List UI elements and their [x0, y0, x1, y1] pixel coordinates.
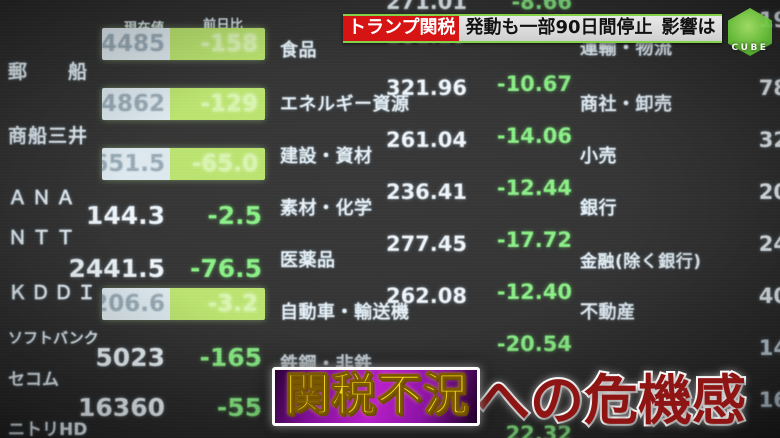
caption-boxed-text: 関税不況	[284, 368, 470, 421]
sector-change: -20.54	[496, 332, 572, 356]
caption-trailing-text: への危機感	[474, 369, 748, 432]
sector-price: 321.96	[385, 76, 467, 100]
stock-price: 2651.5	[102, 151, 165, 177]
sector-price: 236.41	[385, 180, 467, 204]
stock-change: -129	[200, 91, 258, 117]
sector-price: 262.08	[385, 284, 467, 308]
stock-change: -158	[200, 31, 258, 57]
stock-price: 5023	[95, 343, 165, 372]
stock-price: 206.6	[102, 291, 165, 317]
cube-logo-label: CUBE	[731, 43, 769, 53]
stock-list-column: 現在値 前日比 郵 船 4485 -158 商船三井 4862 -129 ＡＮＡ	[0, 0, 272, 438]
news-banner: トランプ関税 発動も一部90日間停止 影響は	[343, 14, 722, 43]
cube-logo: CUBE	[722, 8, 778, 60]
table-row: 郵 船 4485 -158	[0, 24, 272, 86]
banner-tag-label: トランプ関税	[343, 16, 460, 41]
stock-name: 商船三井	[8, 125, 89, 147]
sector-price: 32	[758, 128, 780, 152]
sector-change: -14.06	[496, 124, 572, 148]
stock-price: 4485	[102, 31, 165, 57]
sector-price: 14	[758, 336, 780, 360]
sector-price: 20	[758, 180, 780, 204]
highlight-bar: 206.6 -3.2	[102, 288, 265, 320]
highlight-bar: 4862 -129	[102, 88, 265, 120]
sector-price: 24	[758, 232, 780, 256]
sector-price: 261.04	[385, 128, 467, 152]
highlight-bar: 2651.5 -65.0	[102, 148, 265, 180]
stock-price: 144.3	[85, 201, 165, 230]
stock-change: -165	[199, 343, 262, 372]
stock-change: -65.0	[191, 151, 258, 177]
sector-change: -12.44	[496, 176, 572, 200]
lower-third-caption: 関税不況 への危機感	[272, 367, 748, 432]
caption-highlight-box: 関税不況	[272, 367, 481, 426]
sector-price: 277.45	[385, 232, 467, 256]
stock-change: -55	[216, 393, 262, 422]
table-row: ニトリHD 16360 -55	[0, 382, 272, 438]
stock-price: 16360	[78, 393, 165, 422]
sector-price: 78	[758, 76, 780, 100]
sector-name: 食品	[280, 40, 317, 61]
stock-price: 4862	[102, 91, 165, 117]
stock-change: -3.2	[207, 291, 258, 317]
highlight-bar: 4485 -158	[102, 28, 265, 60]
sector-change: -12.40	[496, 280, 572, 304]
stock-change: -76.5	[189, 254, 262, 283]
stock-change: -2.5	[207, 201, 262, 230]
stock-price: 2441.5	[68, 254, 165, 283]
sector-change: -17.72	[496, 228, 572, 252]
sector-change: -10.67	[496, 72, 572, 96]
table-row: 商船三井 4862 -129	[0, 88, 272, 150]
stock-name: 郵 船	[8, 61, 99, 83]
banner-headline: 発動も一部90日間停止	[465, 17, 653, 38]
banner-subhead: 影響は	[661, 17, 716, 38]
sector-price: 40	[758, 284, 780, 308]
table-row: ＮＴＴ 144.3 -2.5	[0, 190, 272, 252]
